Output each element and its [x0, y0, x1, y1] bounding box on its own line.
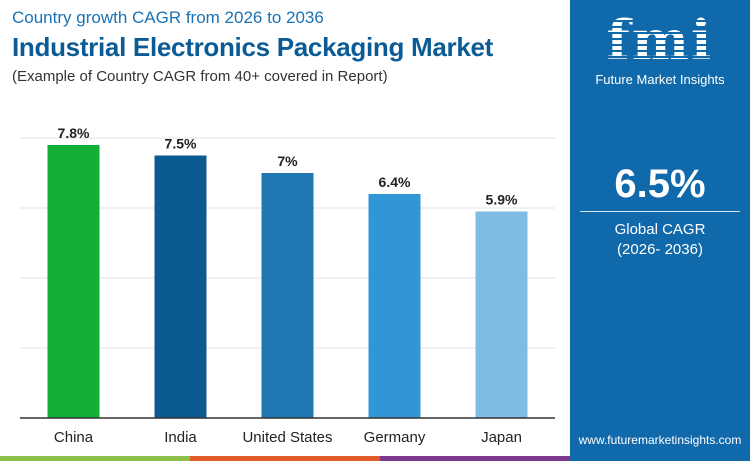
data-label: 5.9%	[486, 192, 518, 208]
stripe-green	[0, 456, 190, 461]
stripe-orange	[190, 456, 380, 461]
x-tick-label: United States	[242, 429, 332, 446]
data-label: 7.5%	[165, 136, 197, 152]
x-tick-label: China	[54, 429, 94, 446]
stripe-purple	[380, 456, 570, 461]
data-label: 6.4%	[379, 174, 411, 190]
x-tick-label: Japan	[481, 429, 522, 446]
chart-title: Industrial Electronics Packaging Market	[12, 32, 494, 62]
chart-subtitle: Country growth CAGR from 2026 to 2036	[12, 8, 324, 27]
bar-united-states	[261, 173, 314, 418]
data-label: 7.8%	[58, 125, 90, 141]
bar-chart: 7.8% China 7.5% India 7% United States 6.4% Ger…	[20, 125, 555, 446]
bar-germany	[368, 194, 421, 418]
global-cagr-period: (2026- 2036)	[617, 241, 703, 258]
logo-mark: fmi	[570, 10, 750, 70]
chart-note: (Example of Country CAGR from 40+ covere…	[12, 68, 388, 85]
divider	[580, 211, 740, 212]
bar-japan	[475, 211, 528, 418]
global-cagr-label: Global CAGR	[614, 221, 706, 238]
fmi-logo: fmi Future Market Insights	[570, 10, 750, 87]
data-label: 7%	[277, 153, 298, 169]
website-link[interactable]: www.futuremarketinsights.com	[578, 433, 742, 447]
logo-name: Future Market Insights	[595, 72, 725, 87]
global-cagr-value: 6.5%	[614, 162, 706, 206]
bar-india	[154, 155, 207, 418]
x-tick-label: Germany	[364, 429, 426, 446]
bar-china	[47, 145, 100, 418]
x-tick-label: India	[164, 429, 197, 446]
side-panel: fmi Future Market Insights 6.5% Global C…	[570, 0, 750, 461]
